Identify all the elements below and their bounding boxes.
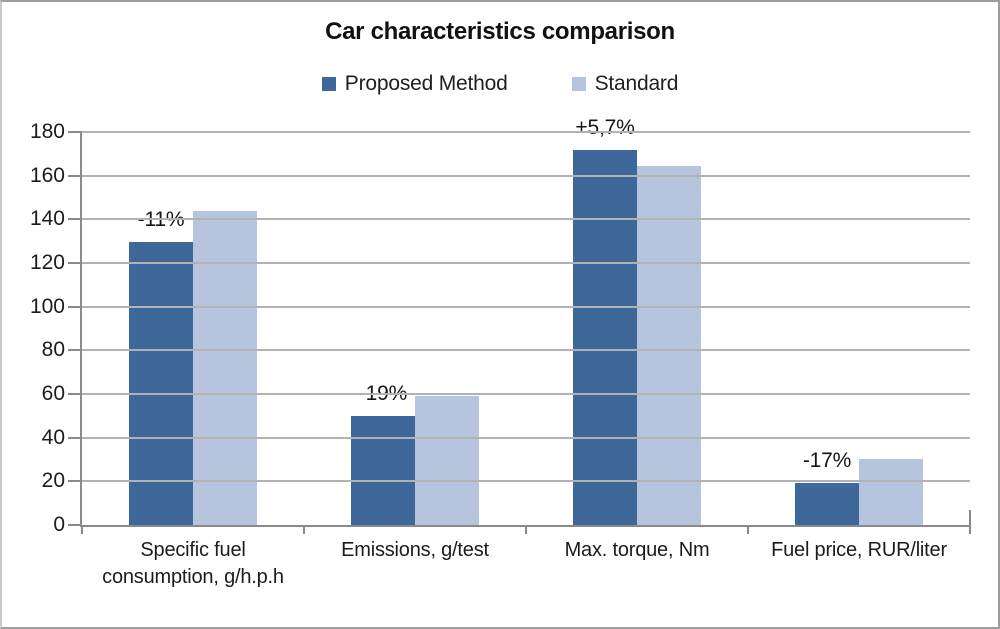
bar-standard [415, 395, 479, 525]
category-group-max-torque-nm: +5,7% [526, 116, 748, 525]
x-axis-tick [747, 526, 749, 534]
chart-title: Car characteristics comparison [325, 18, 675, 45]
bar-pair: -11% [129, 208, 257, 525]
gridline [82, 436, 970, 439]
y-axis-tick-label: 100 [29, 294, 65, 318]
y-axis-tick [68, 305, 82, 308]
gridline [82, 174, 970, 177]
legend-label: Proposed Method [344, 72, 508, 95]
category-label-text: Emissions, g/test [341, 539, 489, 561]
y-axis-tick [68, 174, 82, 177]
gridline [82, 305, 970, 308]
bar-groups: -11% -19% +5,7% -17% [82, 116, 970, 525]
y-axis-tick-label: 140 [29, 207, 65, 231]
y-axis-tick [68, 480, 82, 483]
y-axis-tick-label: 20 [41, 469, 65, 493]
legend-label: Standard [594, 72, 679, 95]
category-label-text: Fuel price, RUR/liter [771, 539, 947, 561]
y-axis-tick-label: 120 [29, 250, 65, 274]
chart-legend: Proposed Method Standard [2, 72, 998, 96]
legend-swatch [321, 77, 336, 91]
category-label: Fuel price, RUR/liter [748, 537, 970, 591]
category-label-text: Max. torque, Nm [564, 539, 710, 561]
bar-proposed-method [573, 149, 637, 525]
gridline [82, 349, 970, 352]
y-axis-tick [68, 524, 82, 526]
y-axis-tick-label: 60 [41, 381, 65, 405]
category-label: Specific fuel consumption, g/h.p.h [82, 537, 304, 591]
y-axis-tick-label: 80 [41, 338, 65, 362]
y-axis-tick [68, 349, 82, 352]
legend-swatch [571, 77, 586, 91]
y-axis-tick [68, 436, 82, 439]
y-axis-tick [68, 262, 82, 265]
bar-pair: -19% [351, 382, 479, 525]
x-axis-tick [81, 526, 83, 534]
category-label-text: Specific fuel consumption, g/h.p.h [102, 539, 284, 588]
legend-item-proposed-method: Proposed Method [321, 72, 508, 96]
gridline [82, 480, 970, 483]
bar-value-label: +5,7% [575, 115, 635, 139]
bar-pair: +5,7% [573, 116, 701, 525]
category-group-fuel-price-rur-liter: -17% [748, 132, 970, 525]
bar-pair: -17% [795, 449, 923, 525]
y-axis-tick-label: 180 [29, 120, 65, 143]
y-axis-tick [68, 218, 82, 221]
x-axis-tick [303, 526, 305, 534]
y-axis-tick-label: 40 [41, 425, 65, 449]
bar-proposed-method [795, 483, 859, 525]
bar-standard [193, 211, 257, 525]
gridline [82, 218, 970, 221]
category-group-specific-fuel-consumption-g-h-p-h: -11% [82, 132, 304, 525]
legend-item-standard: Standard [571, 72, 679, 96]
category-group-emissions-g-test: -19% [304, 132, 526, 525]
bar-standard [637, 166, 701, 525]
gridline [82, 393, 970, 396]
category-label: Emissions, g/test [304, 537, 526, 591]
bar-value-label: -17% [802, 449, 852, 473]
category-label: Max. torque, Nm [526, 537, 748, 591]
y-axis-tick-label: 160 [29, 163, 65, 187]
bar-standard [859, 459, 923, 525]
x-axis-tick [969, 510, 971, 534]
y-axis-tick [68, 393, 82, 396]
x-axis-tick [525, 526, 527, 534]
bar-proposed-method [129, 241, 193, 525]
gridline [82, 262, 970, 265]
category-axis-labels: Specific fuel consumption, g/h.p.h Emissi… [82, 537, 970, 591]
bar-proposed-method [351, 416, 415, 525]
y-axis-tick-label: 0 [53, 513, 65, 536]
y-axis-tick [68, 131, 82, 133]
gridline [82, 131, 970, 133]
plot-area: -11% -19% +5,7% -17% Specific fuel consumpt… [30, 116, 971, 588]
